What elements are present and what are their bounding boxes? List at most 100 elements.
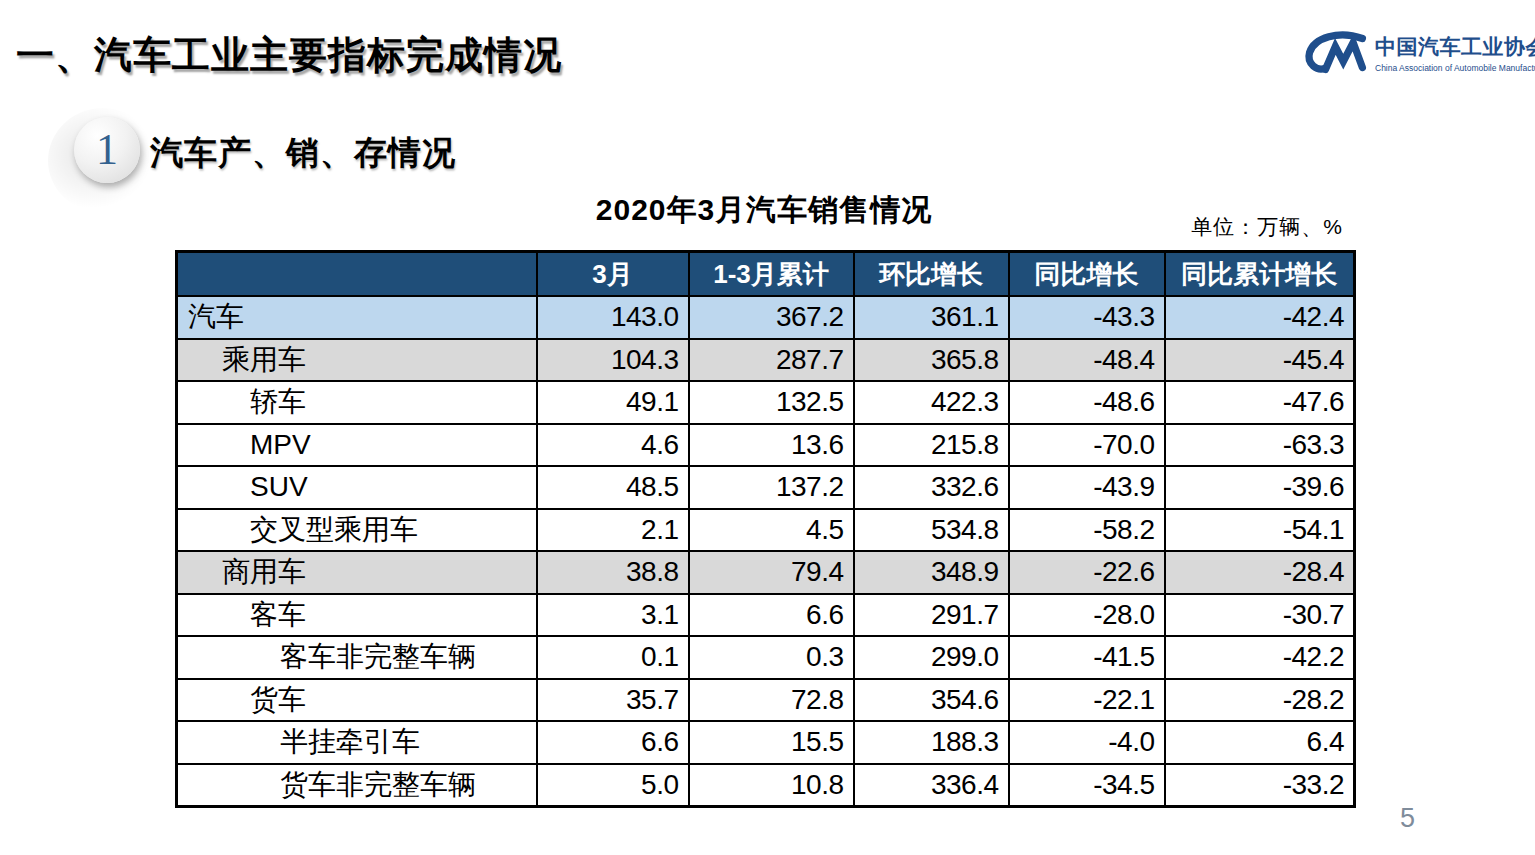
row-label: 轿车 xyxy=(177,381,537,424)
logo-text: 中国汽车工业协会 China Association of Automobile… xyxy=(1375,33,1535,73)
table-row: 交叉型乘用车2.14.5534.8-58.2-54.1 xyxy=(177,509,1355,552)
row-value: -22.1 xyxy=(1009,679,1165,722)
row-value: -54.1 xyxy=(1165,509,1355,552)
table-row: 客车3.16.6291.7-28.0-30.7 xyxy=(177,594,1355,637)
row-value: 13.6 xyxy=(689,424,854,467)
row-value: 287.7 xyxy=(689,339,854,382)
row-value: 48.5 xyxy=(537,466,689,509)
row-value: 72.8 xyxy=(689,679,854,722)
column-header: 环比增长 xyxy=(854,252,1009,297)
row-value: 6.6 xyxy=(537,721,689,764)
table-row: 汽车143.0367.2361.1-43.3-42.4 xyxy=(177,296,1355,339)
table-row: 货车非完整车辆5.010.8336.4-34.5-33.2 xyxy=(177,764,1355,807)
table-row: 客车非完整车辆0.10.3299.0-41.5-42.2 xyxy=(177,636,1355,679)
row-value: 291.7 xyxy=(854,594,1009,637)
cam-logo-icon xyxy=(1303,28,1369,78)
column-header: 同比累计增长 xyxy=(1165,252,1355,297)
row-label: 客车 xyxy=(177,594,537,637)
table-row: MPV4.613.6215.8-70.0-63.3 xyxy=(177,424,1355,467)
row-value: -41.5 xyxy=(1009,636,1165,679)
row-label: 货车 xyxy=(177,679,537,722)
table-row: 乘用车104.3287.7365.8-48.4-45.4 xyxy=(177,339,1355,382)
row-label: 交叉型乘用车 xyxy=(177,509,537,552)
row-value: 348.9 xyxy=(854,551,1009,594)
row-value: 6.6 xyxy=(689,594,854,637)
header-row: 3月1-3月累计环比增长同比增长同比累计增长 xyxy=(177,252,1355,297)
page-number: 5 xyxy=(1400,803,1415,834)
table-row: 货车35.772.8354.6-22.1-28.2 xyxy=(177,679,1355,722)
row-value: -58.2 xyxy=(1009,509,1165,552)
row-value: -42.2 xyxy=(1165,636,1355,679)
row-value: -22.6 xyxy=(1009,551,1165,594)
row-value: 10.8 xyxy=(689,764,854,807)
row-value: -30.7 xyxy=(1165,594,1355,637)
column-header: 同比增长 xyxy=(1009,252,1165,297)
row-value: -47.6 xyxy=(1165,381,1355,424)
row-value: 5.0 xyxy=(537,764,689,807)
row-value: 79.4 xyxy=(689,551,854,594)
row-value: 38.8 xyxy=(537,551,689,594)
row-value: 188.3 xyxy=(854,721,1009,764)
row-value: -33.2 xyxy=(1165,764,1355,807)
row-value: -42.4 xyxy=(1165,296,1355,339)
row-value: 0.1 xyxy=(537,636,689,679)
sales-table-header: 3月1-3月累计环比增长同比增长同比累计增长 xyxy=(177,252,1355,297)
row-value: -39.6 xyxy=(1165,466,1355,509)
row-label: 汽车 xyxy=(177,296,537,339)
row-value: 4.5 xyxy=(689,509,854,552)
row-value: -43.9 xyxy=(1009,466,1165,509)
row-label: 半挂牵引车 xyxy=(177,721,537,764)
row-value: -4.0 xyxy=(1009,721,1165,764)
table-row: 半挂牵引车6.615.5188.3-4.06.4 xyxy=(177,721,1355,764)
row-value: -28.2 xyxy=(1165,679,1355,722)
row-label: 乘用车 xyxy=(177,339,537,382)
row-value: -48.4 xyxy=(1009,339,1165,382)
row-value: 332.6 xyxy=(854,466,1009,509)
table-row: SUV48.5137.2332.6-43.9-39.6 xyxy=(177,466,1355,509)
page-title: 一、汽车工业主要指标完成情况 xyxy=(16,30,562,81)
row-value: -28.0 xyxy=(1009,594,1165,637)
row-label: SUV xyxy=(177,466,537,509)
logo-name-cn: 中国汽车工业协会 xyxy=(1375,33,1535,61)
row-label: 商用车 xyxy=(177,551,537,594)
row-value: 4.6 xyxy=(537,424,689,467)
row-value: 422.3 xyxy=(854,381,1009,424)
row-value: 0.3 xyxy=(689,636,854,679)
row-value: -63.3 xyxy=(1165,424,1355,467)
row-label: 货车非完整车辆 xyxy=(177,764,537,807)
sales-table: 3月1-3月累计环比增长同比增长同比累计增长 汽车143.0367.2361.1… xyxy=(175,250,1356,808)
row-value: -43.3 xyxy=(1009,296,1165,339)
row-value: 2.1 xyxy=(537,509,689,552)
row-value: 6.4 xyxy=(1165,721,1355,764)
row-label: 客车非完整车辆 xyxy=(177,636,537,679)
slide: 一、汽车工业主要指标完成情况 中国汽车工业协会 China Associatio… xyxy=(0,0,1535,855)
row-value: 143.0 xyxy=(537,296,689,339)
row-value: 367.2 xyxy=(689,296,854,339)
logo: 中国汽车工业协会 China Association of Automobile… xyxy=(1303,24,1533,82)
unit-note: 单位：万辆、% xyxy=(1013,213,1343,241)
row-value: 15.5 xyxy=(689,721,854,764)
row-value: 132.5 xyxy=(689,381,854,424)
row-value: 137.2 xyxy=(689,466,854,509)
row-value: 3.1 xyxy=(537,594,689,637)
row-value: 354.6 xyxy=(854,679,1009,722)
column-header xyxy=(177,252,537,297)
row-value: -34.5 xyxy=(1009,764,1165,807)
logo-name-en: China Association of Automobile Manufact… xyxy=(1375,63,1535,73)
section-number: 1 xyxy=(96,128,118,172)
column-header: 3月 xyxy=(537,252,689,297)
row-value: -70.0 xyxy=(1009,424,1165,467)
row-value: -45.4 xyxy=(1165,339,1355,382)
row-value: 361.1 xyxy=(854,296,1009,339)
row-value: 299.0 xyxy=(854,636,1009,679)
row-value: 215.8 xyxy=(854,424,1009,467)
section-title: 汽车产、销、存情况 xyxy=(150,131,456,176)
row-value: 49.1 xyxy=(537,381,689,424)
row-value: -28.4 xyxy=(1165,551,1355,594)
row-value: 534.8 xyxy=(854,509,1009,552)
row-value: 365.8 xyxy=(854,339,1009,382)
row-value: 35.7 xyxy=(537,679,689,722)
sales-table-body: 汽车143.0367.2361.1-43.3-42.4乘用车104.3287.7… xyxy=(177,296,1355,807)
row-label: MPV xyxy=(177,424,537,467)
table-row: 轿车49.1132.5422.3-48.6-47.6 xyxy=(177,381,1355,424)
